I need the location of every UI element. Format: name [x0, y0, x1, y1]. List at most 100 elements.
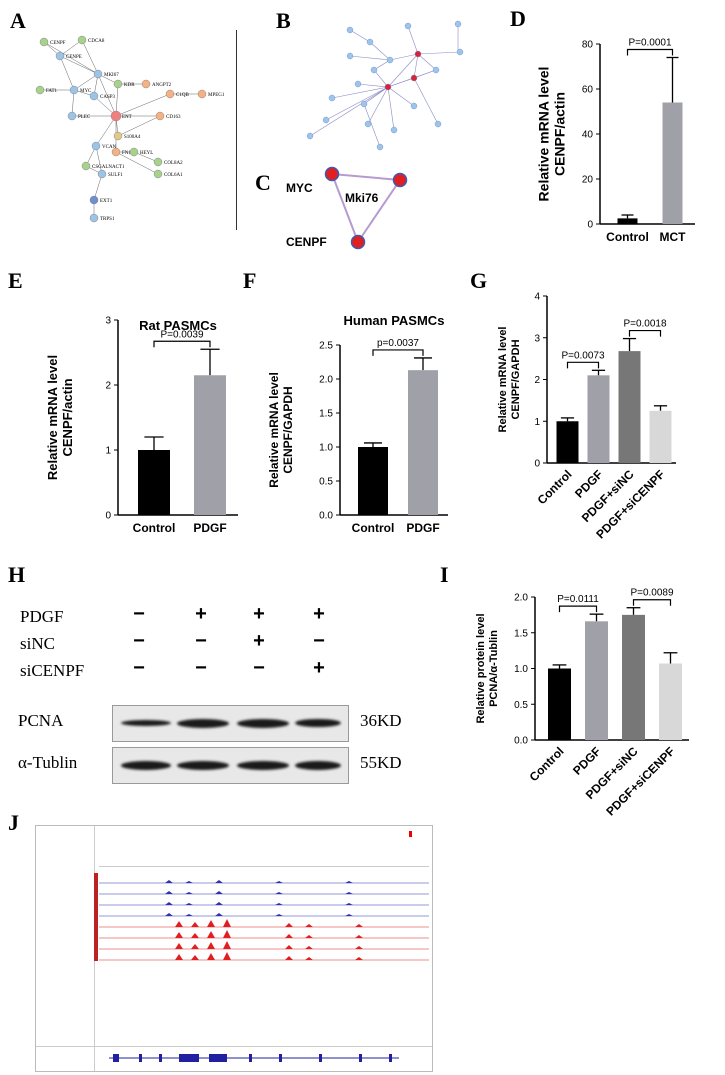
network-node [93, 69, 103, 79]
y-tick-label: 4 [534, 292, 540, 303]
browser-gene-row [36, 1046, 432, 1071]
track-peak [185, 914, 193, 916]
blot-protein-label: α-Tublin [18, 753, 78, 772]
x-category-label: PDGF+siCENPF [603, 744, 677, 818]
panel-a-network: CENPF CDCA8 CENPE MKI67 KDR ANGPT2 FAT1 MYC CASP… [35, 35, 225, 223]
network-node [434, 120, 442, 128]
y-axis-label-line: CENPF/actin [60, 378, 75, 456]
network-node [55, 51, 65, 61]
track-peak [207, 953, 215, 960]
network-edge [71, 89, 75, 117]
y-axis-label-line: Relative protein level [475, 613, 487, 723]
track-peak [305, 924, 313, 927]
track-peak [191, 933, 199, 938]
bar [618, 351, 641, 463]
network-edge [115, 93, 171, 117]
bar [556, 421, 579, 463]
y-tick-label: 3 [534, 333, 540, 344]
gene-exon [249, 1054, 252, 1062]
network-node [454, 20, 462, 28]
network-edge [369, 41, 391, 61]
network-node [165, 89, 175, 99]
track-peak [215, 902, 223, 905]
y-axis-label: Relative mRNA level CENPF/GAPDH [497, 327, 522, 433]
bar [194, 375, 226, 515]
y-tick-label: 2.5 [319, 341, 333, 352]
network-node-label: CSGALNACT1 [92, 165, 125, 170]
network-node [414, 50, 422, 58]
network-node-label: FAT1 [46, 89, 58, 94]
treatment-sign: + [313, 657, 325, 679]
network-node [346, 52, 354, 60]
track-peak [223, 930, 231, 938]
y-tick-label: 40 [582, 130, 594, 141]
network-edge [389, 53, 419, 61]
network-node [35, 85, 45, 95]
p-value-label: P=0.0089 [630, 588, 674, 599]
x-category-label: Control [133, 521, 176, 535]
network-node [322, 116, 330, 124]
panel-a-divider [236, 30, 237, 230]
gene-model [109, 1054, 399, 1062]
track-peak [275, 914, 283, 916]
network-node [354, 80, 362, 88]
network-node-label: MPEG1 [208, 93, 225, 98]
network-node-label: COL6A1 [164, 173, 183, 178]
network-node-label: CASP3 [100, 95, 116, 100]
track-peak [355, 924, 363, 927]
browser-marker [409, 831, 412, 837]
network-node-label: CDCA8 [88, 39, 105, 44]
network-edge [413, 53, 419, 79]
treatment-sign: − [195, 630, 207, 652]
network-node [141, 79, 151, 89]
y-tick-label: 3 [105, 316, 111, 327]
chart-title: Rat PASMCs [139, 318, 217, 333]
track-peak [345, 914, 353, 916]
network-node [69, 85, 79, 95]
network-node [111, 147, 121, 157]
network-edge [115, 151, 159, 175]
treatment-sign: + [313, 603, 325, 625]
chart-g: 0 1 2 3 4 Relative mRNA level CENPF/GAPDH Contr… [497, 292, 676, 541]
p-value-label: P=0.0039 [160, 329, 204, 340]
gene-exon [159, 1054, 162, 1062]
network-edge [417, 53, 437, 71]
network-node-label: CENPF [286, 235, 327, 249]
y-tick-label: 0 [105, 511, 111, 522]
bar [548, 668, 571, 740]
y-tick-label: 0 [587, 220, 593, 231]
track-peak [185, 892, 193, 894]
y-axis-label-line: CENPF/actin [552, 92, 568, 176]
network-edge [417, 51, 461, 55]
bar [662, 102, 683, 224]
y-axis-label: Relative mRNA level CENPF/actin [536, 67, 568, 202]
gene-exon [179, 1054, 199, 1062]
bar [587, 375, 610, 463]
treatment-sign: + [253, 630, 265, 652]
network-node [89, 195, 99, 205]
p-value-label: p=0.0037 [377, 338, 419, 349]
track-peak [207, 920, 215, 927]
y-tick-label: 1.0 [319, 443, 333, 454]
network-node [410, 74, 418, 82]
network-node-label: Mki76 [345, 191, 379, 205]
network-edge [81, 39, 99, 75]
p-value-label: P=0.0001 [628, 38, 672, 49]
network-edge [349, 55, 391, 61]
network-node [306, 132, 314, 140]
network-node [81, 161, 91, 171]
y-tick-label: 0.0 [319, 511, 333, 522]
network-edge [413, 77, 439, 125]
gene-exon [139, 1054, 142, 1062]
track-peak [207, 931, 215, 938]
network-edge [363, 103, 381, 148]
track-peak [191, 922, 199, 927]
track-peak [345, 892, 353, 894]
network-node-label: TRPS1 [100, 217, 115, 222]
x-category-label: Control [352, 521, 395, 535]
network-node [197, 89, 207, 99]
track-peak [223, 941, 231, 949]
y-tick-label: 1 [105, 446, 111, 457]
blot-band [177, 760, 229, 770]
network-edge [349, 29, 371, 43]
